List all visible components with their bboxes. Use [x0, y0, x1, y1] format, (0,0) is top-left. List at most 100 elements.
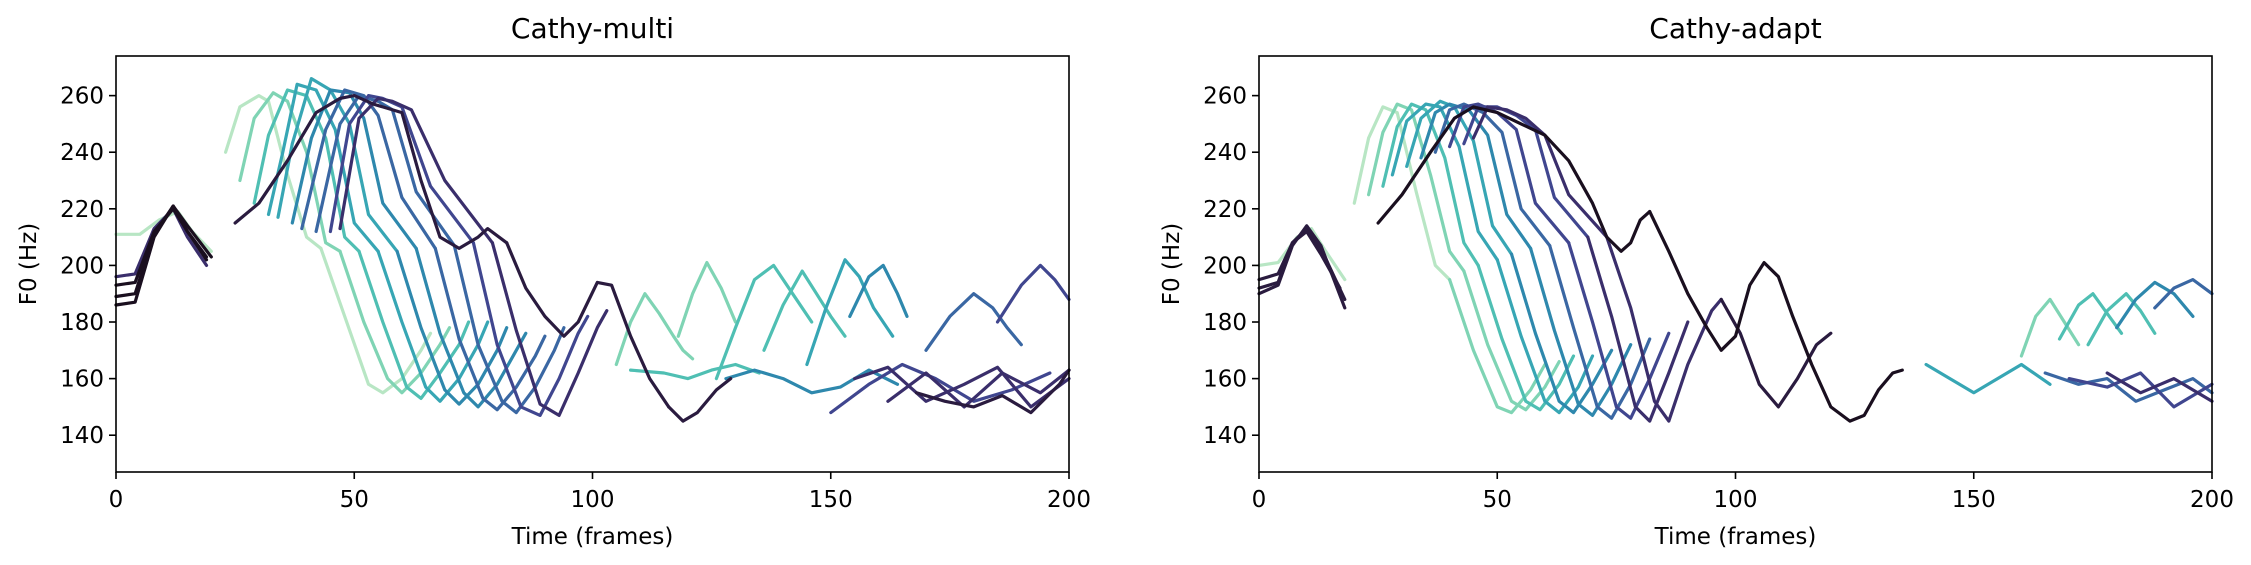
f0-contour-line [376, 249, 490, 403]
x-axis-label: Time (frames) [511, 524, 674, 550]
f0-contour-line [1381, 102, 1480, 267]
f0-contour-line [762, 269, 847, 352]
f0-contour-line [629, 362, 761, 381]
f0-contour-line [1476, 263, 1576, 412]
x-tick-label: 0 [1252, 487, 1267, 513]
plot-frame [115, 55, 1070, 473]
f0-contour-line [505, 241, 671, 409]
f0-contour-line [1448, 102, 1571, 245]
f0-contour-line [995, 263, 1071, 324]
f0-contour-line [314, 94, 456, 248]
x-tick-label: 50 [1483, 487, 1512, 513]
chart-panel-1: 0 50 100 150 200 140 160 180 200 220 240 260 Cathy-m… [16, 12, 1091, 550]
f0-contour-line [338, 96, 494, 245]
f0-contour-line [848, 263, 909, 318]
y-tick-label: 240 [1203, 140, 1247, 166]
f0-contour-line [1433, 102, 1552, 248]
f0-contour-line [1529, 246, 1633, 417]
f0-contour-line [1495, 258, 1595, 415]
series-group [1257, 99, 2214, 423]
f0-contour-line [2115, 280, 2195, 330]
series-group [114, 77, 1071, 423]
f0-contour-line [853, 365, 1071, 409]
f0-contour-line [1367, 102, 1466, 273]
f0-contour-line [2057, 292, 2124, 341]
f0-contour-line [1509, 252, 1614, 415]
y-tick-label: 200 [1203, 253, 1247, 279]
f0-contour-line [667, 377, 733, 423]
f0-contour-line [2067, 371, 2214, 409]
f0-contour-line [886, 368, 1071, 409]
chart-title: Cathy-adapt [1649, 12, 1821, 45]
f0-contour-line [1257, 224, 1347, 310]
y-tick-label: 180 [1203, 310, 1247, 336]
f0-contour-line [1390, 102, 1499, 262]
f0-contour-line [319, 246, 433, 395]
y-axis-label: F0 (Hz) [1159, 223, 1185, 306]
f0-contour-line [338, 249, 452, 395]
f0-contour-line [233, 94, 509, 250]
f0-contour-line [114, 204, 213, 307]
chart-panel-2: 0 50 100 150 200 140 160 180 200 220 240 260 Cathy-a… [1159, 12, 2234, 550]
x-tick-label: 0 [109, 487, 124, 513]
f0-contour-line [2086, 292, 2157, 347]
f0-contour-line [1924, 362, 2052, 395]
f0-contour-line [452, 244, 566, 415]
f0-contour-line [266, 82, 380, 253]
y-tick-label: 160 [1203, 367, 1247, 393]
y-tick-label: 220 [60, 197, 104, 223]
f0-contour-line [1471, 105, 1609, 239]
f0-contour-line [2043, 371, 2214, 403]
x-tick-label: 100 [571, 487, 615, 513]
y-tick-label: 200 [60, 253, 104, 279]
f0-contour-line [1448, 278, 1547, 415]
f0-contour-line [1462, 269, 1561, 412]
y-tick-label: 180 [60, 310, 104, 336]
y-tick-label: 220 [1203, 197, 1247, 223]
y-tick-label: 260 [60, 84, 104, 110]
f0-contour-line [924, 292, 1023, 352]
f0-contour-line [1605, 235, 1723, 423]
f0-contour-line [2153, 278, 2214, 310]
f0-contour-line [1648, 210, 1904, 423]
f0-contour-line [395, 249, 509, 406]
f0-contour-line [1586, 235, 1690, 423]
x-tick-label: 200 [2190, 487, 2234, 513]
y-tick-label: 140 [60, 423, 104, 449]
f0-contour-line [676, 261, 738, 338]
f0-contour-line [1376, 105, 1652, 253]
x-tick-label: 150 [809, 487, 853, 513]
f0-contour-line [2105, 371, 2214, 403]
f0-contour-line [724, 368, 900, 395]
y-tick-label: 240 [60, 140, 104, 166]
x-tick-label: 50 [340, 487, 369, 513]
x-axis-label: Time (frames) [1654, 524, 1817, 550]
y-tick-label: 260 [1203, 84, 1247, 110]
f0-contour-line [471, 241, 590, 417]
f0-contour-line [1567, 241, 1671, 420]
f0-contour-line [238, 91, 342, 253]
f0-contour-line [414, 246, 528, 409]
f0-contour-line [914, 368, 1071, 415]
f0-contour-line [714, 263, 814, 381]
f0-contour-line [829, 362, 1052, 415]
y-tick-label: 140 [1203, 423, 1247, 449]
f0-contour-line [114, 207, 209, 279]
f0-contour-line [614, 292, 695, 367]
y-tick-label: 160 [60, 367, 104, 393]
x-tick-label: 200 [1047, 487, 1091, 513]
f0-contour-line [490, 241, 609, 417]
f0-contour-line [1548, 244, 1652, 420]
f0-contour-line [224, 94, 323, 250]
f0-contour-line [357, 249, 471, 400]
chart-title: Cathy-multi [511, 12, 674, 45]
f0-contour-line [1352, 105, 1452, 282]
x-tick-label: 150 [1952, 487, 1996, 513]
f0-contour-line [433, 246, 547, 412]
f0-contour-line [2019, 297, 2081, 358]
f0-contour-line [805, 258, 895, 367]
x-tick-label: 100 [1714, 487, 1758, 513]
y-axis-label: F0 (Hz) [16, 223, 42, 306]
f0-contour-line [1719, 297, 1833, 409]
